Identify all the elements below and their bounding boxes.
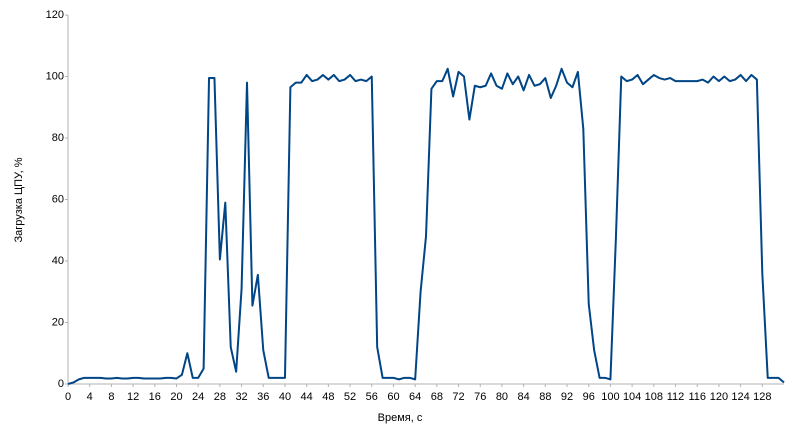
x-tick-label: 44 xyxy=(301,391,313,403)
x-tick-label: 24 xyxy=(192,391,204,403)
x-tick-label: 112 xyxy=(667,391,685,403)
x-tick-label: 60 xyxy=(387,391,399,403)
x-tick-label: 84 xyxy=(518,391,530,403)
x-tick-label: 0 xyxy=(65,391,71,403)
y-tick-label: 60 xyxy=(52,193,64,205)
x-tick-label: 36 xyxy=(257,391,269,403)
x-tick-label: 120 xyxy=(710,391,728,403)
x-tick-label: 8 xyxy=(108,391,114,403)
x-axis-label: Время, с xyxy=(378,412,423,424)
y-tick-label: 80 xyxy=(52,132,64,144)
x-tick-label: 32 xyxy=(235,391,247,403)
x-tick-label: 108 xyxy=(645,391,663,403)
x-tick-label: 68 xyxy=(431,391,443,403)
y-tick-label: 0 xyxy=(58,378,64,390)
x-tick-label: 76 xyxy=(474,391,486,403)
x-tick-label: 128 xyxy=(753,391,771,403)
x-tick-label: 96 xyxy=(583,391,595,403)
x-tick-label: 80 xyxy=(496,391,508,403)
x-tick-label: 88 xyxy=(539,391,551,403)
x-tick-label: 72 xyxy=(452,391,464,403)
y-tick-label: 100 xyxy=(46,70,64,82)
x-tick-label: 124 xyxy=(731,391,749,403)
x-tick-label: 12 xyxy=(127,391,139,403)
x-tick-label: 116 xyxy=(688,391,706,403)
x-tick-label: 4 xyxy=(87,391,93,403)
x-tick-label: 40 xyxy=(279,391,291,403)
x-tick-label: 100 xyxy=(601,391,619,403)
y-axis-label: Загрузка ЦПУ, % xyxy=(13,157,25,242)
x-tick-label: 104 xyxy=(623,391,641,403)
x-tick-label: 52 xyxy=(344,391,356,403)
x-tick-label: 28 xyxy=(214,391,226,403)
y-tick-label: 120 xyxy=(46,9,64,21)
x-tick-label: 64 xyxy=(409,391,421,403)
x-tick-label: 16 xyxy=(149,391,161,403)
x-tick-label: 48 xyxy=(322,391,334,403)
y-tick-label: 40 xyxy=(52,255,64,267)
x-tick-label: 20 xyxy=(170,391,182,403)
data-line xyxy=(67,67,785,385)
y-tick-label: 20 xyxy=(52,316,64,328)
x-tick-label: 92 xyxy=(561,391,573,403)
x-tick-label: 56 xyxy=(366,391,378,403)
